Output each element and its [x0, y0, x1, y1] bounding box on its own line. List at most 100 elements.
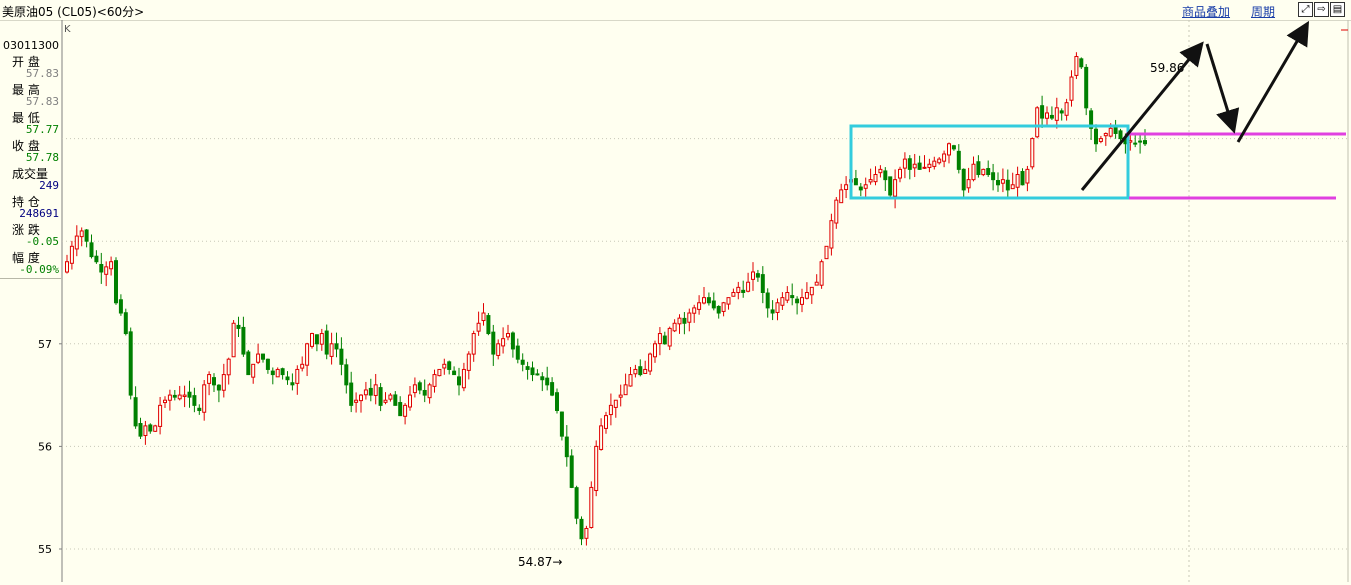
candle-body [314, 334, 319, 345]
period-link[interactable]: 周期 [1251, 5, 1276, 19]
candle-body [996, 180, 1000, 186]
candle-body [951, 145, 956, 150]
candle-body [751, 271, 755, 280]
candle-body [868, 179, 873, 183]
candle-body [1098, 138, 1103, 142]
info-label-7: 幅 度 [12, 251, 40, 265]
candle-body [721, 302, 726, 312]
candlestick-chart[interactable]: 57 56 55 59.86 54.87→ [0, 20, 1351, 582]
candle-body [221, 374, 226, 391]
y-tick-label: 55 [38, 543, 52, 556]
candle-body [466, 353, 471, 371]
candle-body [706, 297, 711, 304]
info-value-0: 57.83 [25, 67, 59, 80]
candle-body [476, 322, 481, 332]
candle-body [579, 518, 584, 540]
candle-body [109, 261, 114, 270]
candle-body [398, 402, 403, 417]
candle-body [1020, 171, 1025, 186]
candle-body [334, 343, 339, 350]
candle-body [65, 261, 69, 273]
candle-body [775, 302, 780, 313]
candle-body [702, 297, 706, 304]
candle-body [246, 351, 251, 376]
candle-body [1079, 58, 1084, 68]
overlay-commodity-link[interactable]: 商品叠加 [1182, 5, 1231, 19]
candle-body [937, 158, 942, 164]
candle-body [99, 263, 104, 273]
candle-body [197, 407, 202, 411]
candle-body [1089, 110, 1094, 129]
candle-body [324, 330, 329, 355]
candle-body [408, 394, 412, 408]
info-label-4: 成交量 [12, 167, 49, 181]
candle-body [128, 331, 133, 396]
candle-body [662, 335, 667, 345]
candle-body [800, 297, 804, 305]
candle-body [677, 317, 682, 325]
candle-body [285, 376, 290, 381]
candle-body [226, 358, 231, 376]
candle-body [976, 161, 981, 176]
candle-body [623, 384, 628, 396]
candle-body [741, 289, 746, 294]
candle-body [814, 281, 819, 286]
candle-body [873, 174, 878, 183]
candle-body [182, 394, 187, 398]
candle-body [790, 295, 795, 299]
candle-body [1143, 140, 1147, 145]
info-label-2: 最 低 [12, 111, 40, 125]
candle-body [824, 245, 829, 260]
candle-body [780, 297, 785, 306]
candle-body [692, 307, 697, 314]
candle-body [192, 395, 197, 406]
candle-body [618, 394, 623, 398]
candle-body [1118, 130, 1123, 140]
candle-body [653, 343, 657, 358]
y-tick-label: 57 [38, 338, 52, 351]
candle-body [785, 292, 790, 301]
candle-body [525, 366, 530, 370]
info-label-1: 最 高 [12, 83, 40, 97]
candle-body [520, 359, 525, 365]
candle-body [844, 184, 849, 191]
candle-body [746, 281, 751, 292]
candle-body [1030, 138, 1035, 168]
candle-body [452, 370, 457, 376]
candle-body [265, 358, 270, 370]
candle-body [123, 312, 128, 335]
arrow-right-icon[interactable]: ⇨ [1314, 2, 1329, 17]
k-marker: K [64, 24, 71, 35]
candle-body [339, 348, 344, 365]
bar-time: 03011300 [3, 39, 59, 52]
candle-body [69, 245, 74, 264]
candle-body [638, 366, 643, 376]
candle-body [437, 368, 442, 377]
candle-body [731, 292, 736, 297]
split-icon[interactable]: ▤ [1330, 2, 1345, 17]
candle-body [432, 374, 437, 387]
candle-body [878, 168, 883, 174]
candle-body [1015, 174, 1020, 188]
candle-body [388, 394, 393, 400]
candle-body [594, 445, 599, 492]
candle-body [1108, 127, 1113, 137]
info-label-5: 持 仓 [12, 195, 40, 209]
candle-body [697, 302, 702, 310]
candle-body [1069, 76, 1074, 101]
candle-body [971, 163, 976, 181]
candle-body [251, 363, 256, 378]
candle-body [1040, 105, 1045, 119]
candle-body [290, 382, 295, 386]
candle-body [608, 404, 613, 416]
candle-body [648, 353, 653, 372]
candle-body [496, 343, 501, 356]
candle-body [1049, 114, 1054, 119]
zoom-icon[interactable]: ⤢ [1298, 2, 1313, 17]
candle-body [540, 376, 545, 381]
candle-body [853, 178, 858, 186]
candle-body [295, 368, 300, 384]
consolidation-box [849, 124, 1130, 200]
arrow-down [1205, 43, 1240, 134]
candle-body [202, 384, 207, 413]
